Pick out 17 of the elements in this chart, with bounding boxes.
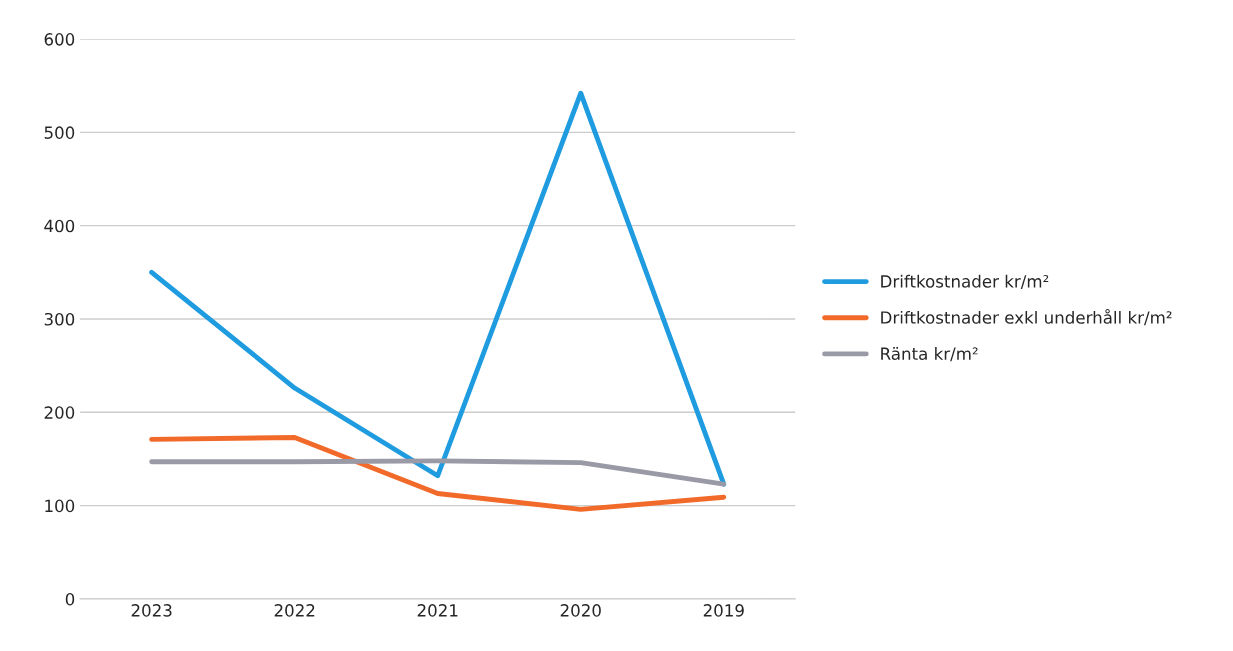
y-tick-label: 500	[44, 126, 75, 139]
x-tick-label: 2020	[560, 604, 601, 617]
legend-label: Driftkostnader kr/m²	[881, 274, 1049, 289]
y-tick-label: 300	[44, 312, 75, 326]
line-series	[149, 458, 727, 487]
x-tick-label: 2021	[417, 604, 458, 617]
legend-label: Ränta kr/m²	[881, 347, 978, 362]
x-tick-label: 2023	[131, 604, 172, 617]
x-tick-label: 2022	[274, 604, 315, 617]
x-tick-label: 2019	[703, 604, 744, 617]
y-tick-label: 200	[44, 406, 75, 419]
y-tick-label: 100	[45, 499, 75, 513]
line-series	[149, 435, 727, 512]
legend-label: Driftkostnader exkl underhåll kr/m²	[881, 308, 1172, 326]
y-tick-label: 400	[44, 219, 75, 233]
y-tick-label: 0	[65, 592, 75, 606]
y-tick-label: 600	[44, 33, 75, 46]
